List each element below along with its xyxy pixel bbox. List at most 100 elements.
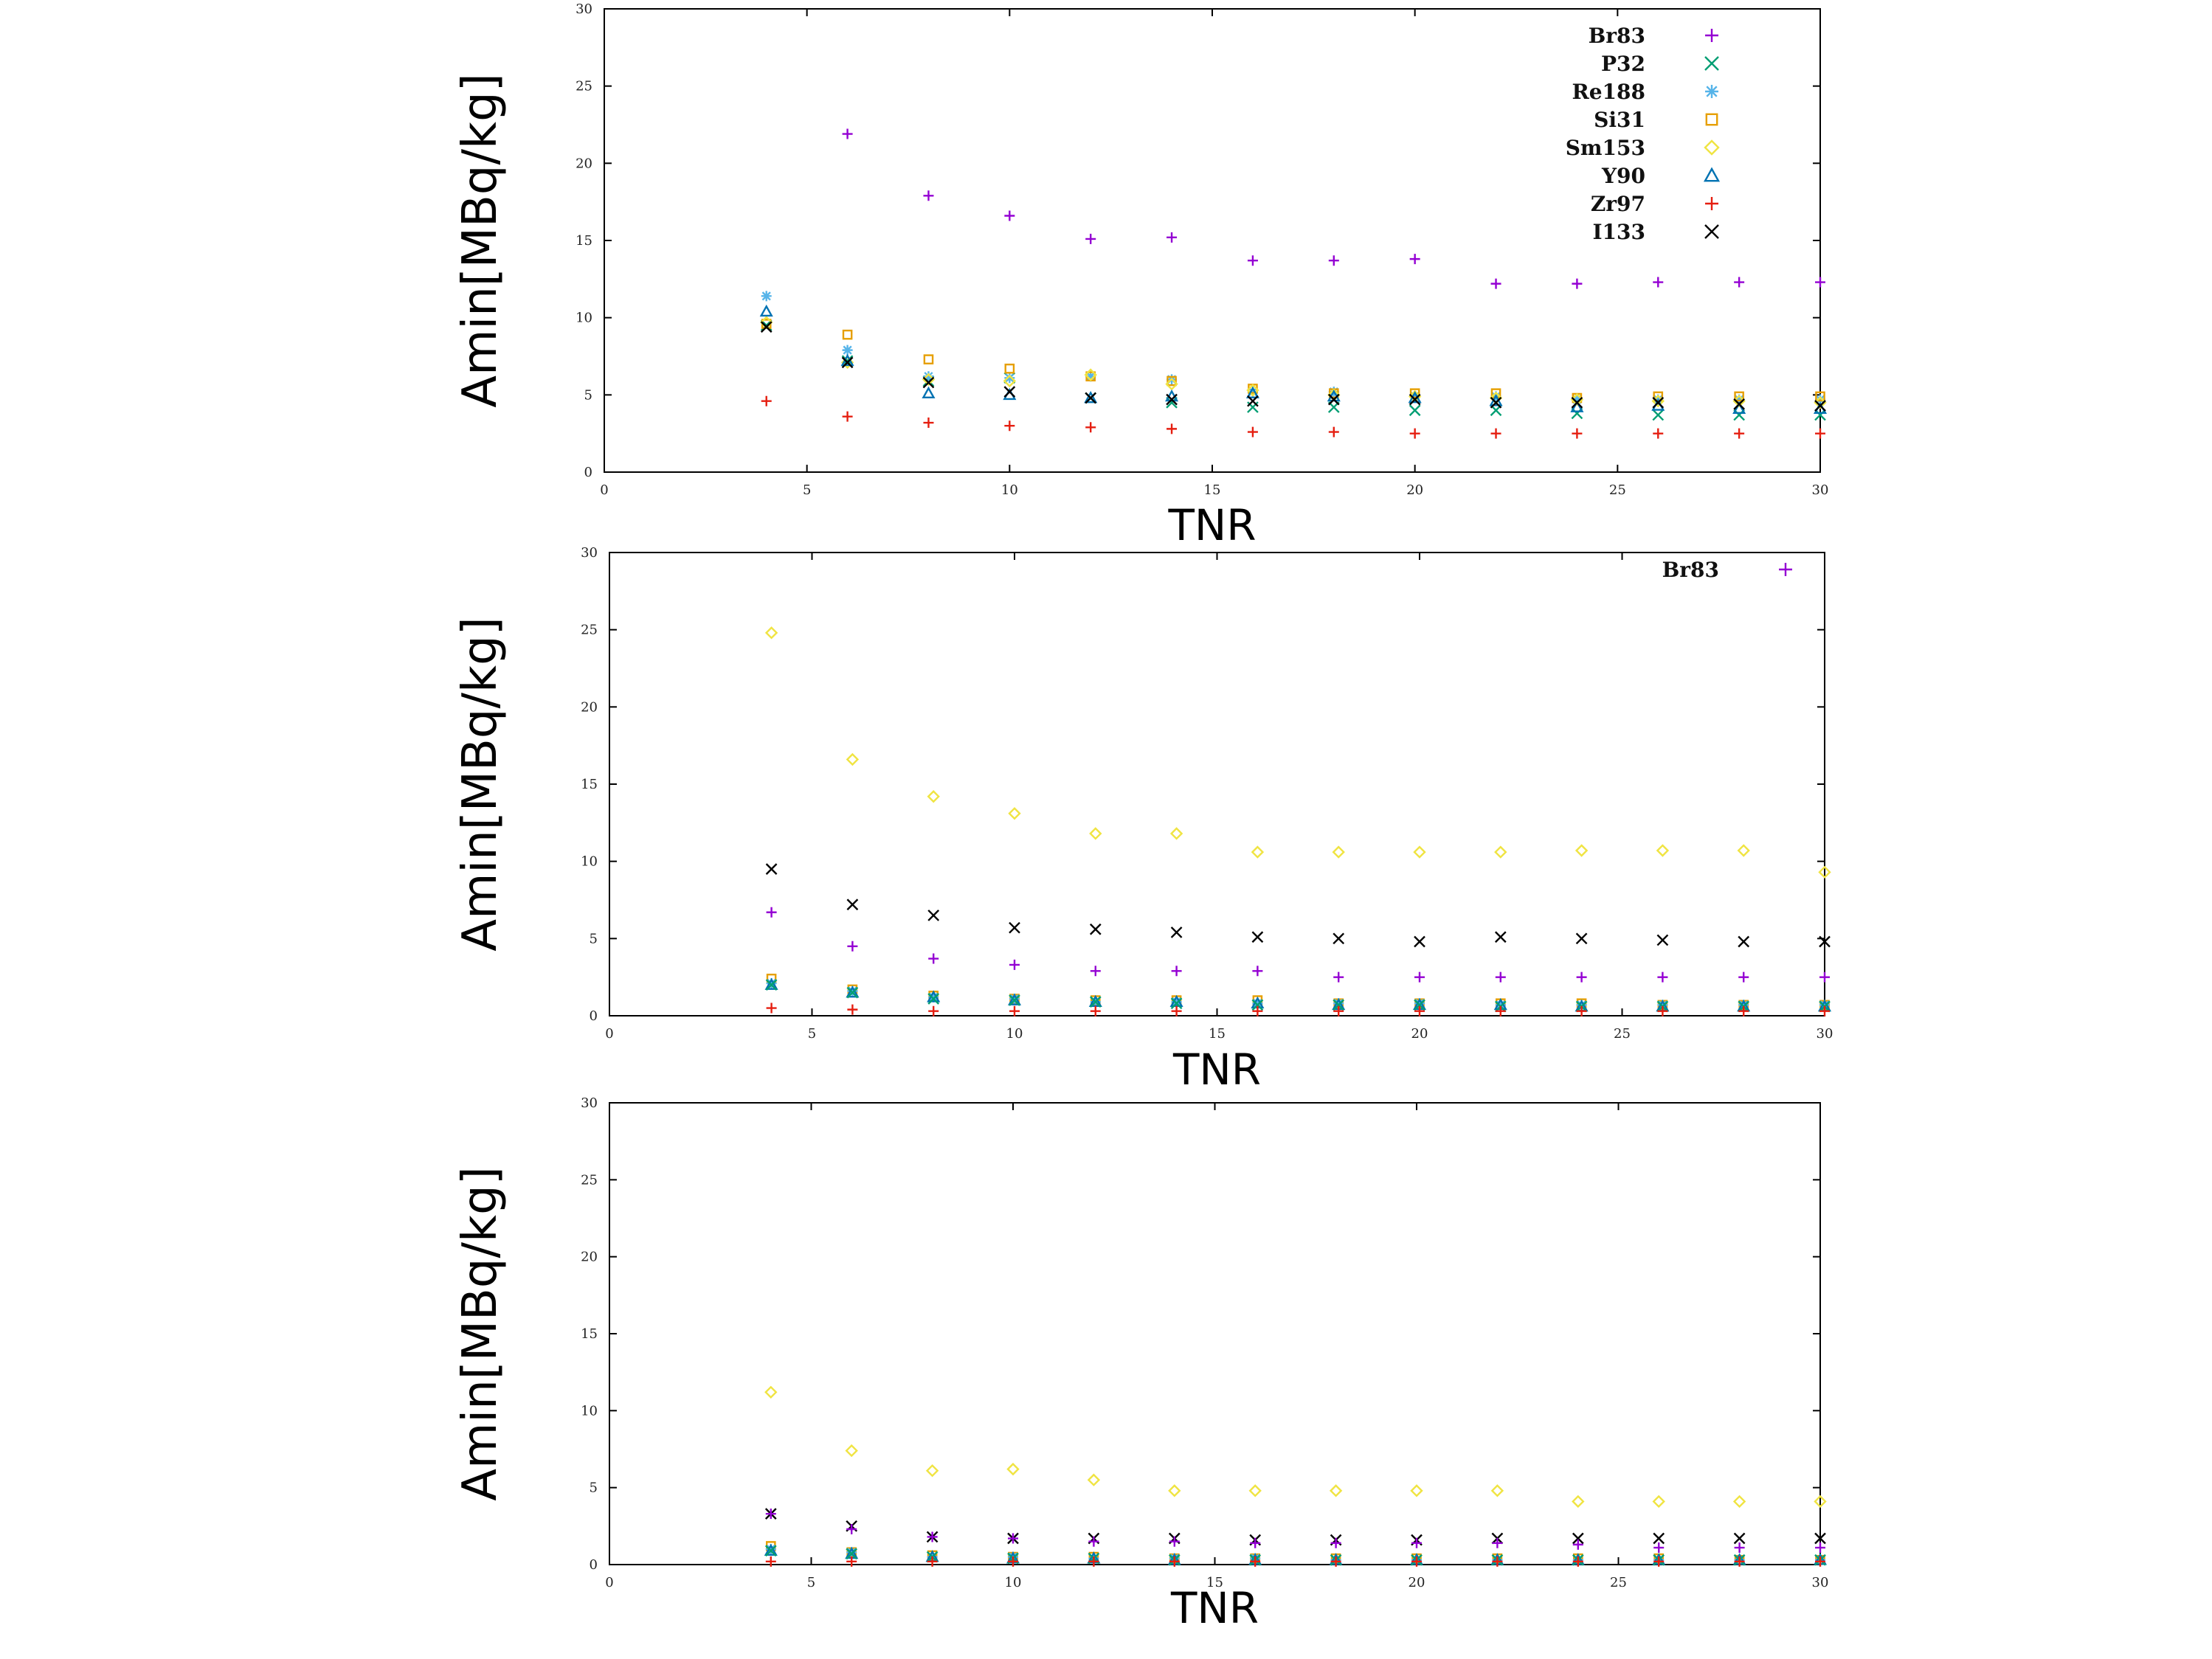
data-point	[1251, 999, 1264, 1011]
y-tick-label: 30	[581, 545, 598, 561]
series-p32	[760, 319, 1826, 421]
series-unlabeled-2	[764, 1508, 1826, 1546]
series-unlabeled-3	[764, 626, 1831, 879]
data-point	[1733, 398, 1745, 410]
data-point	[1087, 1473, 1101, 1486]
data-point	[765, 979, 778, 991]
data-point	[922, 373, 936, 387]
data-point	[1246, 384, 1259, 397]
data-point	[1247, 395, 1259, 407]
series-unlabeled-4	[766, 973, 1830, 1011]
legend-label: I133	[1592, 220, 1645, 244]
series-unlabeled-7	[764, 1545, 1826, 1566]
data-point	[1738, 935, 1750, 948]
x-tick-label: 20	[1411, 1026, 1428, 1042]
y-tick-label: 20	[581, 1250, 598, 1265]
x-tick-label: 30	[1817, 1026, 1833, 1042]
data-point	[846, 1556, 857, 1567]
data-point	[1815, 1542, 1825, 1554]
data-point	[1247, 426, 1258, 437]
legend-label: Br83	[1662, 558, 1719, 582]
data-point	[846, 1547, 857, 1558]
series-zr97	[761, 395, 1825, 439]
x-axis-title: TNR	[1170, 1583, 1259, 1633]
data-point	[842, 128, 853, 139]
data-point	[1734, 394, 1745, 405]
data-point	[1490, 278, 1501, 289]
data-point	[1085, 233, 1096, 244]
data-point	[1732, 395, 1746, 408]
data-point	[1088, 1536, 1099, 1547]
legend-label: P32	[1601, 52, 1645, 76]
chart-panel-2: 0 5 10 15 20 25 30 0 5 10 15 20 25 30 TNR Amin[MBq/kg] B…	[453, 545, 1833, 1095]
data-point	[1732, 401, 1746, 414]
data-point	[1656, 934, 1669, 946]
data-point	[1008, 807, 1021, 820]
data-point	[1490, 1484, 1504, 1497]
data-point	[1329, 1484, 1343, 1497]
data-point	[846, 752, 860, 766]
y-tick-label: 10	[581, 854, 598, 870]
data-point	[1409, 428, 1420, 439]
series-i133	[760, 321, 1826, 412]
data-point	[1653, 428, 1664, 439]
data-point	[1252, 998, 1263, 1009]
y-axis-title: Amin[MBq/kg]	[453, 617, 508, 951]
series-unlabeled-6	[764, 977, 1832, 1012]
data-point	[764, 1545, 777, 1557]
data-point	[1495, 1000, 1506, 1011]
data-point	[766, 907, 777, 918]
data-point	[1333, 932, 1345, 945]
data-point	[927, 790, 940, 803]
data-point	[928, 1005, 939, 1016]
legend: Br83	[1662, 558, 1792, 582]
data-point	[1652, 396, 1665, 409]
data-point	[846, 898, 859, 911]
data-point	[1250, 1537, 1261, 1548]
data-point	[1413, 845, 1426, 859]
data-point	[1250, 1556, 1261, 1567]
data-point	[1819, 1005, 1830, 1016]
data-point	[1572, 1539, 1583, 1550]
x-tick-label: 25	[1609, 482, 1626, 498]
data-point	[1575, 844, 1589, 857]
data-point	[1737, 844, 1750, 857]
data-point	[1576, 1005, 1587, 1016]
x-tick-label: 0	[605, 1026, 613, 1042]
data-point	[1004, 363, 1015, 374]
plot-frame	[609, 1102, 1821, 1565]
data-point	[1084, 368, 1097, 381]
data-point	[922, 376, 935, 389]
chart-panel-3: 0 5 10 15 20 25 30 0 5 10 15 20 25 30 TNR Amin[MBq/kg]	[453, 1095, 1828, 1633]
data-point	[1167, 232, 1178, 243]
legend-label: Si31	[1594, 108, 1645, 132]
series-unlabeled-7	[765, 979, 1831, 1013]
data-point	[1490, 428, 1501, 439]
data-point	[1409, 391, 1420, 402]
data-point	[1004, 210, 1015, 221]
data-point	[1332, 845, 1345, 859]
data-point	[1009, 993, 1020, 1004]
legend-marker	[1704, 224, 1719, 239]
x-tick-label: 15	[1204, 482, 1221, 498]
data-point	[1819, 935, 1831, 948]
data-point	[1245, 386, 1259, 399]
data-point	[1328, 255, 1339, 266]
x-tick-label: 25	[1614, 1026, 1631, 1042]
data-point	[1414, 999, 1425, 1011]
y-tick-label: 5	[584, 387, 592, 403]
data-point	[1409, 388, 1420, 399]
data-point	[1738, 1005, 1749, 1016]
y-tick-label: 20	[576, 156, 592, 171]
data-point	[1411, 1556, 1422, 1567]
y-tick-label: 15	[581, 777, 598, 792]
y-tick-label: 25	[576, 79, 592, 94]
data-point	[1815, 391, 1825, 402]
data-point	[1167, 423, 1178, 434]
series-unlabeled-5	[766, 978, 1830, 1011]
data-point	[1007, 993, 1022, 1005]
y-tick-label: 0	[590, 1008, 598, 1024]
data-point	[923, 418, 934, 429]
data-point	[923, 371, 934, 382]
y-tick-label: 5	[590, 931, 598, 946]
